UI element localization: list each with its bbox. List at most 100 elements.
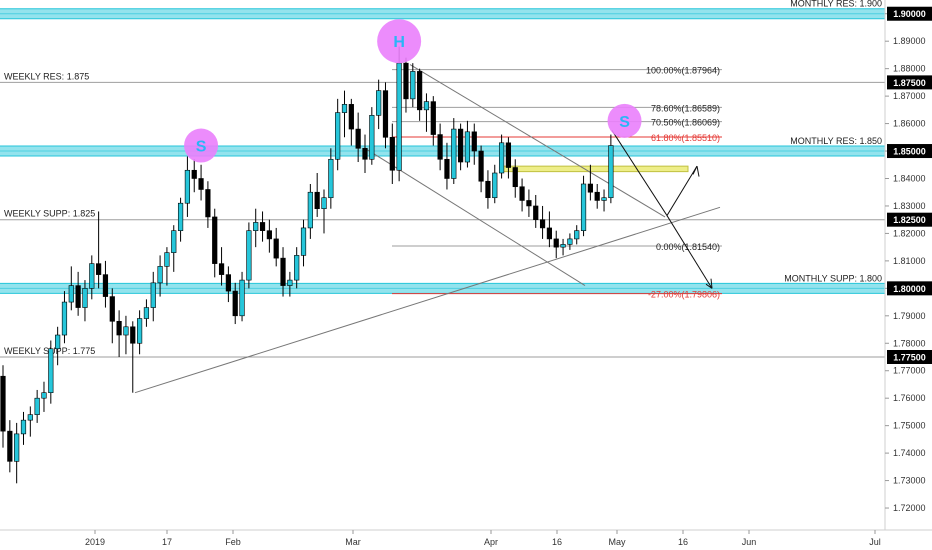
candle-body	[567, 238, 573, 245]
price-tick-label: 1.88000	[893, 64, 926, 74]
time-tick-label: 17	[162, 537, 172, 547]
time-tick-label: 16	[678, 537, 688, 547]
price-tick-label: 1.87000	[893, 91, 926, 101]
candle-body	[89, 263, 95, 289]
price-tag-label: 1.87500	[893, 78, 926, 88]
candle-body	[498, 142, 505, 174]
price-tag-label: 1.82500	[893, 215, 926, 225]
candle-body	[266, 230, 272, 240]
trendline-neckline	[134, 206, 721, 394]
price-tick-label: 1.73000	[893, 476, 926, 486]
trendline-channel-bottom	[364, 147, 586, 287]
candle-body	[20, 419, 27, 435]
price-tick-label: 1.89000	[893, 36, 926, 46]
candle-body	[587, 183, 593, 193]
fib-label: 100.00%(1.87964)	[646, 66, 720, 76]
price-tick-label: 1.83000	[893, 201, 926, 211]
candle-body	[0, 375, 6, 432]
candle-body	[212, 216, 218, 264]
candle-body	[41, 392, 47, 399]
candle-body	[539, 219, 546, 229]
candle-body	[130, 326, 136, 344]
candle-body	[205, 189, 211, 218]
candle-body	[164, 252, 170, 267]
price-tick-label: 1.74000	[893, 448, 926, 458]
candle-body	[96, 263, 102, 275]
candle-body	[444, 158, 450, 179]
price-tick-label: 1.77000	[893, 366, 926, 376]
candle-body	[177, 202, 184, 231]
level-label: WEEKLY SUPP: 1.825	[4, 209, 95, 219]
time-tick-label: 2019	[85, 537, 105, 547]
price-tag	[887, 75, 932, 90]
candle-body	[594, 191, 600, 201]
price-tag	[887, 6, 932, 21]
price-tag	[887, 281, 932, 296]
candle-body	[492, 172, 498, 199]
candle-body	[437, 134, 443, 160]
level-label: WEEKLY RES: 1.875	[4, 71, 89, 81]
candle-body	[505, 142, 512, 168]
candle-body	[574, 230, 580, 240]
pattern-mark-circle	[377, 19, 422, 64]
projection-path-up	[611, 130, 698, 217]
candle-body	[376, 90, 382, 116]
candle-body	[171, 230, 177, 253]
candle-body	[533, 205, 539, 220]
candle-body	[355, 128, 361, 149]
time-tick-label: Apr	[484, 537, 498, 547]
candle-body	[382, 90, 389, 138]
price-tag	[887, 144, 932, 159]
candle-body	[485, 180, 491, 199]
candle-body	[61, 301, 68, 336]
candle-body	[560, 244, 566, 248]
candle-body	[519, 186, 525, 201]
price-tick-label: 1.78000	[893, 338, 926, 348]
pattern-mark-label: H	[393, 34, 405, 51]
candle-body	[464, 131, 471, 163]
candle-body	[27, 414, 33, 421]
candle-body	[362, 147, 368, 160]
projection-arrowhead-down	[710, 278, 713, 289]
candle-body	[328, 158, 334, 199]
candle-body	[123, 326, 129, 336]
level-label: MONTHLY SUPP: 1.800	[784, 273, 882, 283]
price-axis	[885, 0, 932, 550]
price-tick-label: 1.84000	[893, 173, 926, 183]
candle-body	[471, 131, 477, 152]
pattern-mark-label: S	[619, 114, 630, 131]
candle-body	[14, 433, 20, 462]
candle-body	[307, 191, 313, 229]
candle-body	[137, 318, 143, 344]
time-tick-label: 16	[552, 537, 562, 547]
fib-label: -27.00%(1.79806)	[648, 290, 720, 300]
candle-body	[82, 288, 88, 308]
candle-body	[300, 227, 307, 256]
price-tag	[887, 212, 932, 227]
pattern-mark-circle	[184, 128, 219, 163]
fib-label: 70.50%(1.86069)	[651, 118, 720, 128]
time-tick-label: Mar	[345, 537, 361, 547]
candle-body	[218, 263, 225, 275]
consolidation-zone	[499, 165, 689, 173]
candle-body	[423, 101, 430, 111]
pattern-mark-circle	[607, 103, 642, 138]
candle-body	[143, 307, 150, 319]
price-tick-label: 1.86000	[893, 119, 926, 129]
candle-body	[157, 266, 163, 284]
candle-body	[239, 279, 245, 317]
candle-body	[184, 169, 191, 204]
candle-body	[253, 222, 259, 231]
candle-body	[417, 71, 423, 111]
price-tag-label: 1.77500	[893, 352, 926, 362]
candle-body	[34, 397, 40, 415]
time-tick-label: May	[608, 537, 626, 547]
candle-body	[369, 115, 375, 160]
candle-body	[198, 178, 204, 190]
candle-body	[546, 227, 552, 240]
candle-body	[109, 296, 115, 322]
candle-body	[7, 430, 13, 462]
price-tag-label: 1.90000	[893, 9, 926, 19]
price-tag-label: 1.85000	[893, 147, 926, 157]
